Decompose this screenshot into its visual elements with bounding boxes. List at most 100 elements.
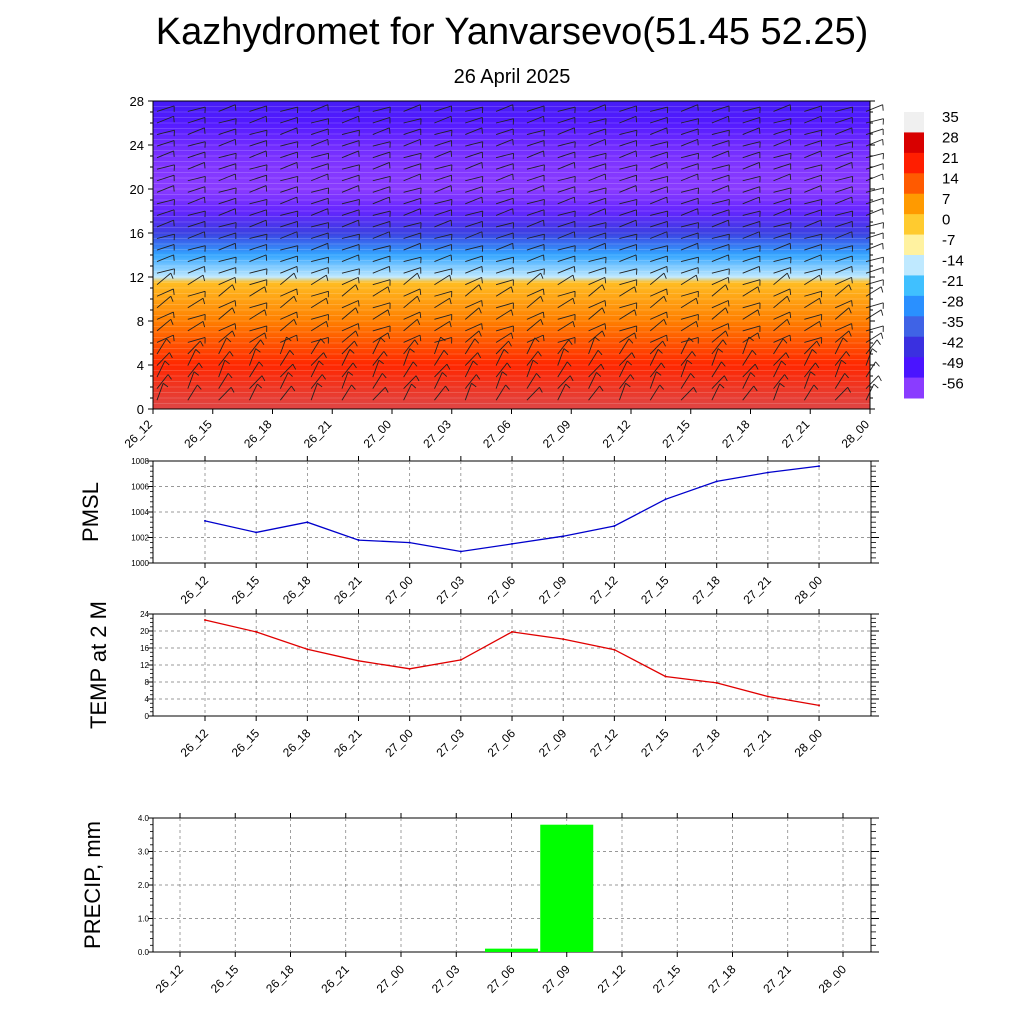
x-tick-label: 26_15	[229, 573, 263, 607]
wind-barb	[434, 372, 443, 389]
wind-barb	[372, 360, 380, 378]
wind-barb-flag	[264, 286, 267, 293]
wind-barb-flag	[381, 373, 387, 379]
x-tick-label: 27_21	[760, 962, 794, 996]
colorbar-swatch	[904, 255, 924, 276]
wind-barb-flag	[449, 275, 452, 282]
wind-barb	[434, 320, 450, 332]
wind-barb	[156, 311, 174, 320]
wind-barb	[526, 129, 545, 135]
wind-barb	[588, 336, 596, 355]
wind-barb	[526, 199, 545, 205]
wind-barb	[156, 105, 175, 112]
wind-barb	[773, 242, 791, 251]
wind-barb-flag	[234, 208, 237, 215]
x-tick-label: 27_12	[595, 962, 629, 996]
wind-barb-flag	[358, 185, 360, 192]
x-tick-label: 26_18	[280, 573, 314, 607]
wind-barb	[835, 196, 853, 205]
wind-barb	[834, 307, 850, 320]
wind-barb-flag	[389, 162, 391, 169]
wind-barb	[403, 295, 418, 309]
y-tick-label: 28	[130, 94, 144, 109]
wind-barb-flag	[234, 243, 237, 250]
wind-barb	[557, 210, 576, 216]
data-point	[459, 550, 462, 553]
wind-barb-flag	[820, 185, 822, 192]
wind-barb-flag	[234, 139, 237, 146]
wind-barb	[156, 288, 174, 297]
wind-barb	[434, 385, 446, 401]
wind-barb-flag	[532, 359, 539, 365]
x-tick-label: 26_21	[331, 726, 365, 760]
wind-barb	[434, 336, 442, 355]
wind-barb-flag	[440, 336, 446, 342]
wind-barb	[526, 174, 545, 182]
x-tick-label: 27_03	[433, 726, 467, 760]
wind-barb	[804, 244, 822, 251]
wind-barb-flag	[419, 311, 422, 319]
wind-barb	[804, 174, 822, 182]
wind-barb	[711, 129, 730, 135]
wind-barb	[835, 141, 853, 147]
wind-barb	[742, 162, 760, 170]
wind-barb-flag	[512, 243, 514, 250]
wind-barb	[557, 297, 574, 309]
wind-barb-flag	[757, 332, 760, 339]
x-tick-label: 27_00	[382, 573, 416, 607]
wind-barb	[341, 244, 360, 251]
wind-barb-flag	[722, 339, 727, 345]
wind-barb	[187, 265, 205, 274]
wind-barb	[341, 199, 360, 205]
wind-barb	[773, 163, 791, 170]
wind-barb-flag	[512, 208, 514, 215]
colorbar-label: -49	[942, 355, 964, 372]
wind-barb	[218, 284, 233, 297]
colorbar-swatch	[904, 275, 924, 297]
wind-barb	[711, 185, 729, 193]
wind-barb	[464, 307, 480, 320]
wind-barb-flag	[296, 162, 298, 169]
wind-barb-flag	[543, 220, 545, 227]
wind-barb	[557, 320, 574, 332]
wind-barb	[280, 245, 298, 251]
wind-barb-flag	[635, 185, 638, 192]
wind-barb-flag	[596, 372, 602, 377]
wind-barb	[311, 152, 329, 159]
wind-barb	[711, 284, 726, 297]
wind-barb	[465, 265, 483, 274]
wind-barb	[465, 255, 483, 263]
wind-barb-flag	[757, 309, 760, 316]
colorbar-label: 0	[942, 212, 950, 229]
wind-barb	[156, 374, 169, 389]
data-point	[511, 630, 514, 633]
wind-barb	[773, 208, 791, 216]
wind-barb	[773, 187, 792, 193]
wind-barb-flag	[820, 150, 822, 157]
wind-barb-flag	[697, 104, 699, 111]
wind-barb	[156, 219, 174, 228]
wind-barb-flag	[325, 275, 329, 282]
wind-barb	[865, 128, 884, 135]
data-point	[766, 695, 769, 698]
wind-barb-flag	[820, 254, 822, 261]
wind-barb-flag	[355, 330, 359, 337]
wind-barb	[310, 232, 329, 239]
wind-barb-flag	[224, 359, 230, 365]
wind-barb-flag	[789, 173, 792, 181]
wind-barb-flag	[230, 387, 235, 393]
wind-barb	[372, 255, 391, 263]
y-tick-label: 0	[137, 402, 144, 417]
wind-barb	[804, 290, 822, 297]
wind-barb	[680, 138, 698, 147]
wind-barb	[526, 351, 539, 366]
wind-barb-flag	[229, 351, 234, 357]
wind-barb	[711, 219, 729, 228]
wind-barb	[773, 232, 791, 239]
wind-barb	[341, 340, 355, 355]
wind-barb-flag	[265, 185, 268, 192]
wind-barb	[372, 127, 390, 135]
wind-barb	[218, 256, 237, 263]
data-point	[204, 519, 206, 522]
